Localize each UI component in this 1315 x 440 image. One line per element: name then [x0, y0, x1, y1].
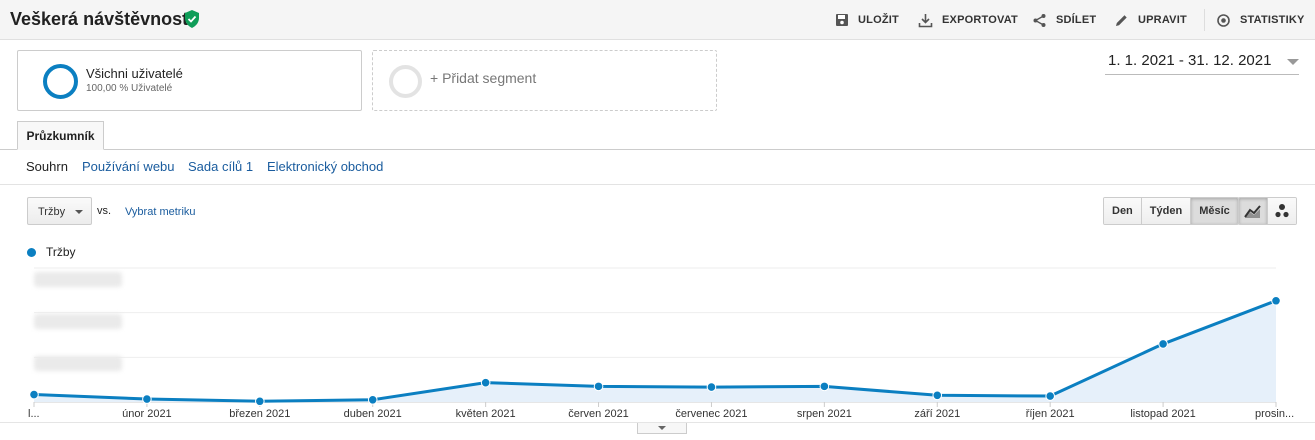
revenue-series-line: [33, 299, 1277, 403]
segment-share: 100,00 % Uživatelé: [86, 83, 173, 94]
data-point[interactable]: [367, 394, 378, 405]
edit-button[interactable]: UPRAVIT: [1114, 11, 1187, 29]
motion-chart-view-button[interactable]: [1268, 198, 1296, 224]
share-icon: [1033, 13, 1046, 27]
data-point[interactable]: [819, 381, 830, 392]
caret-down-icon: [75, 210, 83, 214]
shield-check-icon: [185, 10, 199, 28]
data-point[interactable]: [932, 390, 943, 401]
x-axis-label: září 2021: [914, 408, 961, 420]
x-axis-label: květen 2021: [455, 408, 516, 420]
data-point[interactable]: [29, 389, 39, 400]
x-axis-label: červen 2021: [568, 408, 629, 420]
segment-name: Všichni uživatelé: [86, 66, 183, 81]
x-axis-label: prosin...: [1255, 408, 1295, 420]
segment-all-users[interactable]: Všichni uživatelé 100,00 % Uživatelé: [17, 50, 362, 111]
data-point[interactable]: [255, 396, 265, 407]
data-point[interactable]: [1158, 339, 1168, 349]
select-metric-link[interactable]: Vybrat metriku: [125, 206, 196, 218]
revenue-area: [34, 300, 1276, 402]
data-point[interactable]: [1271, 295, 1281, 306]
x-axis-label: srpen 2021: [796, 408, 852, 420]
chevron-down-icon: [1287, 59, 1299, 65]
period-week-button[interactable]: Týden: [1141, 198, 1192, 224]
tab-divider: [0, 149, 1315, 150]
subtab-goal-set-1[interactable]: Sada cílů 1: [188, 159, 254, 174]
export-label: EXPORTOVAT: [942, 14, 1018, 26]
line-chart-view-button[interactable]: [1239, 198, 1268, 224]
line-chart-icon: [1244, 205, 1261, 218]
revenue-chart: [29, 267, 1281, 407]
y-axis-label-blurred: [34, 314, 122, 329]
data-point[interactable]: [1045, 391, 1055, 401]
insights-button[interactable]: STATISTIKY: [1216, 11, 1305, 29]
period-day-button[interactable]: Den: [1104, 198, 1142, 224]
x-axis-label: listopad 2021: [1130, 408, 1196, 420]
subtab-site-usage[interactable]: Používání webu: [82, 159, 175, 174]
x-axis-label: říjen 2021: [1025, 408, 1075, 420]
data-point[interactable]: [706, 382, 717, 392]
bubble-chart-icon: [1275, 204, 1289, 218]
export-icon: [918, 13, 933, 27]
metric-selector-label: Tržby: [38, 206, 66, 218]
chart-view-toggle: [1238, 197, 1297, 225]
share-button[interactable]: SDÍLET: [1032, 11, 1096, 29]
subtab-divider: [0, 184, 1315, 185]
share-label: SDÍLET: [1056, 14, 1097, 26]
tab-explorer[interactable]: Průzkumník: [17, 121, 104, 150]
date-range-picker[interactable]: 1. 1. 2021 - 31. 12. 2021: [1105, 50, 1299, 75]
y-axis-label-blurred: [34, 272, 122, 287]
y-axis-label-blurred: [34, 356, 122, 371]
period-toggle: Den Týden Měsíc: [1103, 197, 1239, 225]
collapse-chart-button[interactable]: [637, 423, 687, 434]
save-label: ULOŽIT: [858, 14, 899, 26]
report-title: Veškerá návštěvnost: [10, 9, 189, 29]
export-button[interactable]: EXPORTOVAT: [918, 11, 1018, 29]
toolbar-divider: [1204, 9, 1205, 31]
add-segment-label: + Přidat segment: [430, 70, 537, 86]
chart-bottom-divider: [0, 422, 1315, 423]
empty-segment-ring-icon: [389, 65, 422, 98]
insights-icon: [1217, 13, 1230, 27]
report-header: Veškerá návštěvnost ULOŽIT EXPORTOVAT SD…: [0, 0, 1315, 40]
save-button[interactable]: ULOŽIT: [835, 11, 899, 29]
metric-selector[interactable]: Tržby: [27, 197, 92, 225]
x-axis-label: březen 2021: [229, 408, 291, 420]
subtab-summary[interactable]: Souhrn: [26, 159, 68, 174]
x-axis-label: červenec 2021: [675, 408, 748, 420]
period-month-button[interactable]: Měsíc: [1191, 198, 1238, 224]
segment-ring-icon: [43, 64, 78, 99]
pencil-icon: [1116, 14, 1127, 26]
caret-down-icon: [658, 426, 666, 430]
legend-dot-icon: [27, 248, 36, 257]
data-point[interactable]: [593, 381, 604, 392]
vs-label: vs.: [97, 205, 112, 217]
data-point[interactable]: [142, 394, 152, 404]
insights-label: STATISTIKY: [1240, 14, 1305, 26]
legend-label: Tržby: [46, 245, 76, 259]
date-range-value: 1. 1. 2021 - 31. 12. 2021: [1108, 52, 1272, 69]
add-segment-button[interactable]: + Přidat segment: [372, 50, 717, 111]
subtab-ecommerce[interactable]: Elektronický obchod: [267, 159, 384, 174]
x-axis-label: duben 2021: [343, 408, 402, 420]
x-axis-label: únor 2021: [122, 408, 172, 420]
edit-label: UPRAVIT: [1138, 14, 1187, 26]
data-point[interactable]: [480, 377, 491, 388]
save-icon: [836, 14, 848, 26]
x-axis-label: l...: [28, 408, 40, 420]
